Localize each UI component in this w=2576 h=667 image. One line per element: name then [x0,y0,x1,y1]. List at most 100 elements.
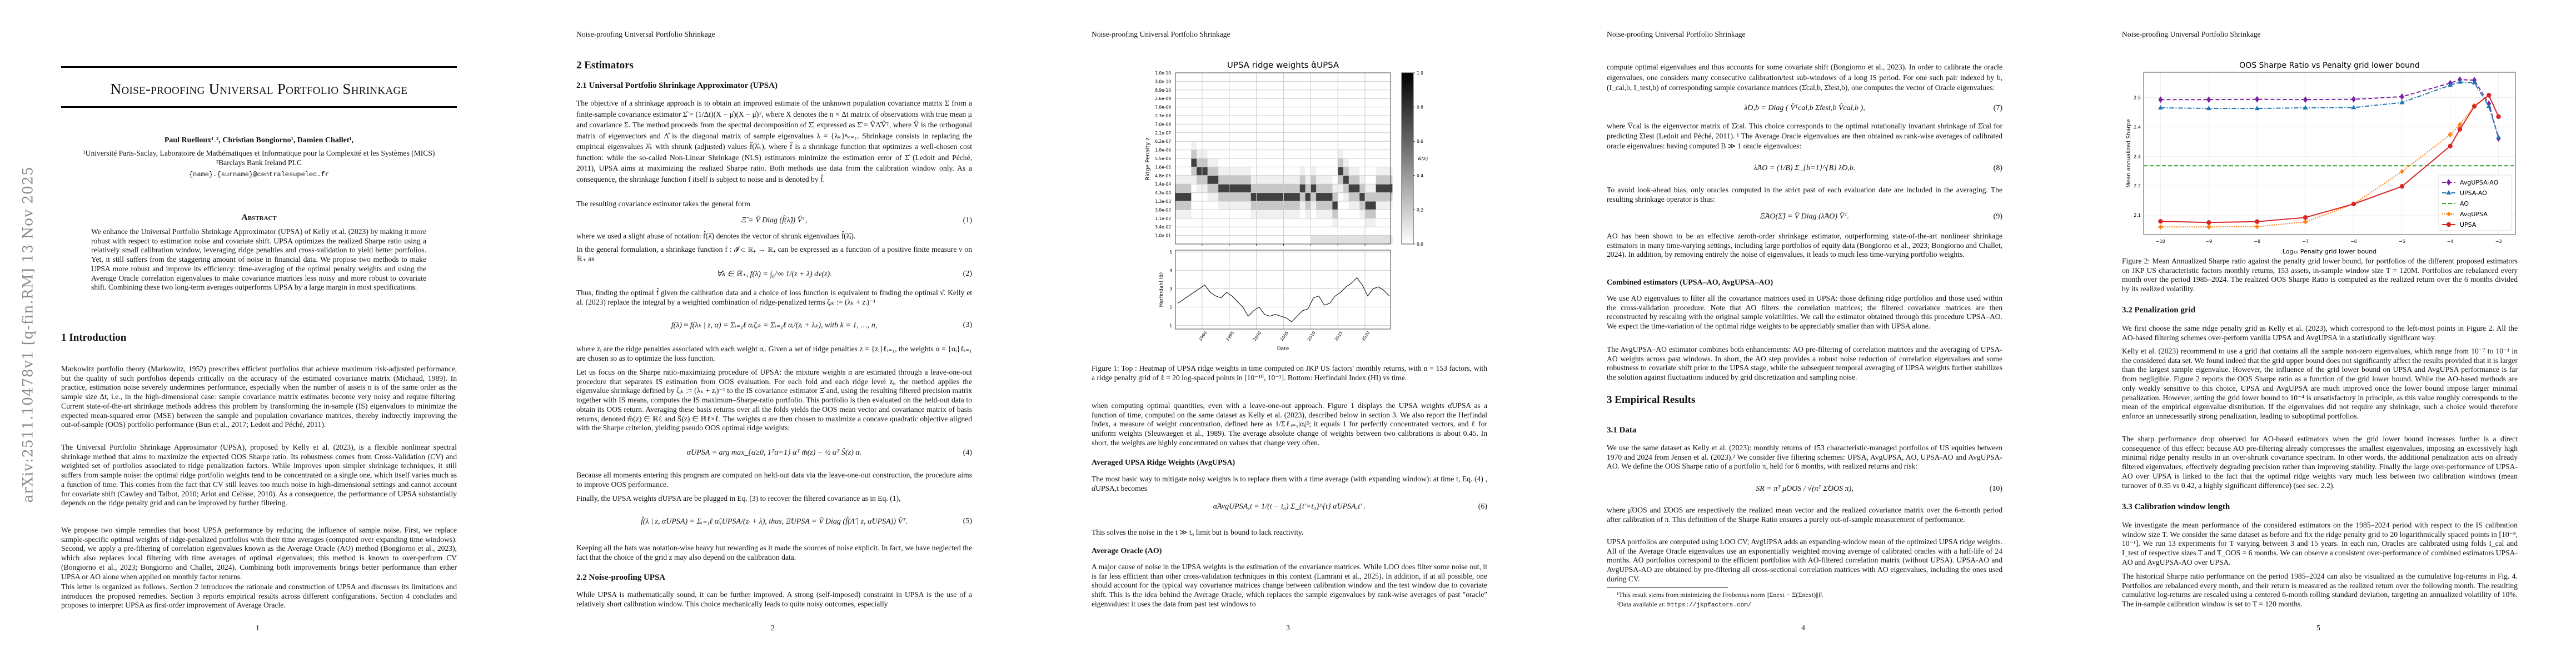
marker-circle [2254,219,2260,224]
marker-diamond [2255,96,2260,103]
heatmap-cell [1278,192,1284,201]
heatmap-cell [1175,107,1181,116]
heatmap-cell [1321,175,1328,185]
heatmap-cell [1267,210,1273,218]
equation-5: f̂(λ | z, α̂UPSA) = Σᵢ₌₁ℓ α̂ᵢ,UPSA/(zᵢ +… [641,517,908,526]
heatmap-cell [1256,89,1262,99]
heatmap-cell [1278,218,1284,227]
heatmap-cell [1240,107,1246,116]
heatmap-cell [1278,98,1284,107]
heatmap-cell [1267,158,1273,167]
heatmap-cell [1365,235,1371,244]
heatmap-cell [1381,132,1387,142]
paragraph: AO has been shown to be an effective zer… [1607,232,2002,259]
heatmap-cell [1262,227,1268,236]
heatmap-cell [1197,235,1203,244]
heatmap-cell [1299,175,1306,185]
heatmap-cell [1256,141,1262,150]
marker-plus [2399,169,2404,174]
heatmap-cell [1321,184,1328,193]
heatmap-cell [1218,201,1224,210]
heatmap-cell [1267,201,1273,210]
heatmap-cell [1234,158,1240,167]
heatmap-cell [1240,184,1246,193]
heatmap-cell [1207,141,1213,150]
marker-circle [2472,104,2477,109]
heatmap-cell [1348,235,1355,244]
heatmap-cell [1289,184,1295,193]
heatmap-cell [1175,227,1181,236]
heatmap-cell [1321,158,1328,167]
heatmap-cell [1267,81,1273,90]
heatmap-cell [1283,192,1289,201]
equation-number: (5) [963,517,972,525]
heatmap-cell [1213,98,1219,107]
heatmap-cell [1321,227,1328,236]
heatmap-cell [1229,175,1235,185]
heatmap-cell [1180,235,1187,244]
heatmap-cell [1272,235,1279,244]
heatmap-cell [1321,107,1328,116]
heatmap-cell [1316,235,1322,244]
heatmap-cell [1348,184,1355,193]
heatmap-cell [1376,107,1382,116]
heatmap-cell [1305,218,1311,227]
y-axis-label: Mean annualized Sharpe [2126,119,2132,188]
heatmap-cell [1240,227,1246,236]
heatmap-cell [1180,227,1187,236]
heatmap-cell [1283,73,1289,82]
heatmap-cell [1223,132,1230,142]
abstract-heading: Abstract [241,213,277,222]
heatmap-cell [1289,227,1295,236]
heatmap-cell [1311,150,1317,158]
heatmap-cell [1332,235,1338,244]
heatmap-cell [1207,89,1213,99]
paragraph: Keeping all the hats was notation-wise h… [576,544,972,561]
heatmap-cell [1305,158,1311,167]
heatmap-cell [1343,124,1349,133]
hi-xlabel: Date [1277,346,1289,352]
heatmap-cell [1180,107,1187,116]
heatmap-cell [1256,98,1262,107]
footnote-link[interactable]: https://jkpfactors.com/ [1667,602,1752,609]
marker-diamond [2158,96,2163,103]
marker-circle [2303,215,2308,220]
y-tick-label: 1.3e-03 [1155,199,1171,204]
heatmap-cell [1191,116,1197,125]
paragraph-heading: Combined estimators (UPSA–AO, AvgUPSA–AO… [1607,278,1773,287]
marker-circle [2448,143,2453,148]
heatmap-cell [1365,175,1371,185]
section-heading-introduction: 1 Introduction [61,332,127,344]
heatmap-cell [1365,227,1371,236]
heatmap-cell [1262,150,1268,158]
heatmap-cell [1245,210,1252,218]
heatmap-cell [1321,192,1328,201]
heatmap-cell [1365,184,1371,193]
heatmap-cell [1234,107,1240,116]
heatmap-cell [1321,218,1328,227]
marker-diamond [2447,179,2451,186]
heatmap-cell [1180,175,1187,185]
heatmap-cell [1218,73,1224,82]
paragraph: compute optimal eigenvalues and thus acc… [1607,63,2002,92]
heatmap-cell [1278,227,1284,236]
heatmap-cell [1370,98,1377,107]
heatmap-cell [1387,210,1393,218]
heatmap-cell [1381,175,1387,185]
heatmap-cell [1387,192,1393,201]
heatmap-cell [1245,235,1252,244]
heatmap-cell [1223,227,1230,236]
heatmap-cell [1316,116,1322,125]
heatmap-cell [1316,124,1322,133]
marker-triangle [2399,99,2405,104]
heatmap-cell [1299,89,1306,99]
heatmap-cell [1245,132,1252,142]
heatmap-cell [1354,81,1360,90]
heatmap-cell [1278,107,1284,116]
heatmap-cell [1234,73,1240,82]
paragraph: where zᵢ are the ridge penalties associa… [576,345,972,362]
heatmap-cell [1294,192,1301,201]
heatmap-cell [1381,167,1387,176]
heatmap-cell [1354,116,1360,125]
hi-x-tick-label: 2000 [1252,330,1262,342]
